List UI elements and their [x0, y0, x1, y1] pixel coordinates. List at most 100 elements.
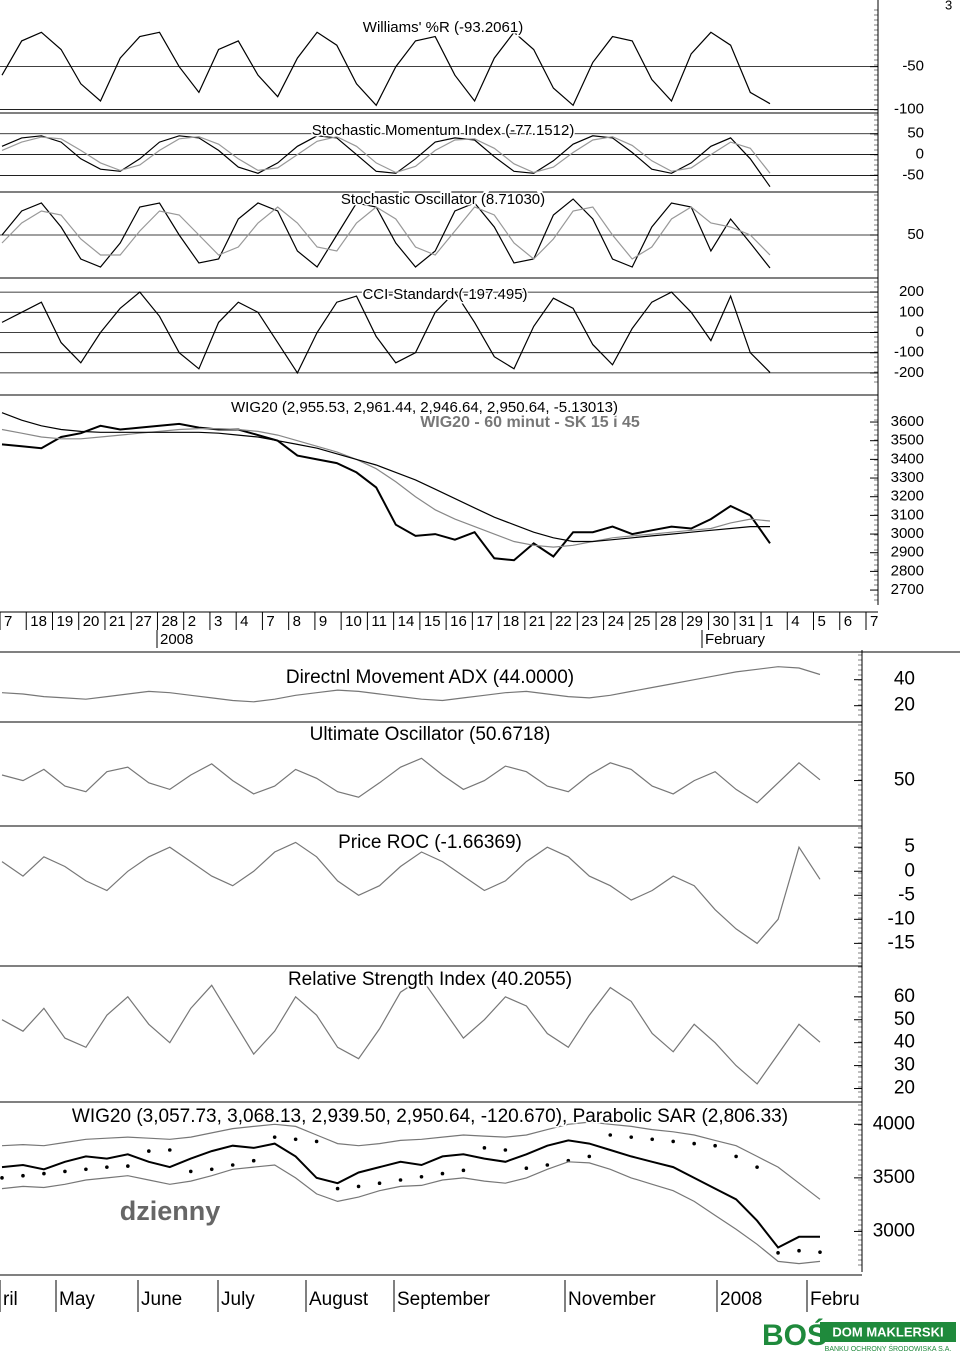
sar-dot [650, 1137, 655, 1142]
panel-title: Stochastic Oscillator (8.71030) [341, 191, 545, 208]
x-tick-label: 28 [161, 613, 178, 630]
sar-dot [0, 1176, 4, 1180]
sar-dot [377, 1181, 382, 1186]
y-tick-label: 3500 [891, 432, 924, 449]
x-tick-label: May [59, 1289, 95, 1310]
x-tick-label: 7 [4, 613, 12, 630]
sar-dot [42, 1171, 46, 1176]
y-tick-label: -15 [888, 932, 915, 953]
x-tick-label: 20 [83, 613, 100, 630]
sar-dot [314, 1139, 319, 1144]
sar-dot [545, 1163, 550, 1167]
x-tick-label: 18 [30, 613, 47, 630]
y-tick-label: 60 [894, 986, 915, 1007]
y-tick-label: 50 [894, 770, 915, 791]
panel-title: Ultimate Oscillator (50.6718) [310, 724, 551, 745]
y-tick-label: 0 [916, 323, 924, 340]
sar-dot [63, 1169, 67, 1174]
series-line [1, 841, 821, 945]
y-tick-label: 3300 [891, 469, 924, 486]
x-tick-label: 6 [844, 613, 852, 630]
sar-dot [21, 1173, 25, 1178]
x-tick-label: 18 [503, 613, 520, 630]
sar-dot [608, 1133, 613, 1137]
y-tick-label: 50 [894, 1009, 915, 1030]
y-tick-label: 20 [894, 1078, 915, 1099]
page-number: 3 [945, 0, 952, 12]
series-line [1, 977, 821, 1085]
sar-dot [818, 1250, 822, 1254]
panel-title: Williams' %R (-93.2061) [363, 19, 523, 36]
y-tick-label: -50 [902, 166, 924, 183]
y-tick-label: 100 [899, 303, 924, 320]
logo: BOŚ DOM MAKLERSKI BANKU OCHRONY ŚRODOWIS… [762, 1318, 956, 1353]
y-tick-label: 50 [907, 226, 924, 243]
sar-dot [188, 1169, 193, 1174]
sar-dot [440, 1171, 445, 1176]
panel-title: Price ROC (-1.66369) [338, 832, 522, 853]
sar-dot [356, 1184, 361, 1189]
x-tick-label: 1 [765, 613, 773, 630]
sar-dot [335, 1186, 340, 1191]
x-tick-label: November [568, 1289, 656, 1310]
x-tick-label: 21 [109, 613, 126, 630]
daily-label: dzienny [120, 1196, 221, 1226]
y-tick-label: 40 [894, 1032, 915, 1053]
sar-dot [147, 1149, 151, 1153]
y-tick-label: 3600 [891, 413, 924, 430]
sar-dot [209, 1167, 214, 1172]
series-line [1, 1161, 821, 1265]
intraday-title: WIG20 - 60 minut - SK 15 i 45 [420, 414, 640, 431]
x-tick-label: September [397, 1289, 491, 1310]
series-line [1, 206, 771, 260]
x-tick-label: 4 [240, 613, 248, 630]
x-tick-label: 9 [319, 613, 327, 630]
logo-subtitle: BANKU OCHRONY ŚRODOWISKA S.A. [825, 1344, 952, 1353]
y-tick-label: 3100 [891, 506, 924, 523]
sar-dot [272, 1135, 277, 1139]
x-tick-label: August [309, 1289, 369, 1310]
series-line [1, 136, 771, 174]
panel-title: Stochastic Momentum Index (-77.1512) [312, 122, 575, 139]
x-tick-label: 2008 [720, 1289, 762, 1310]
sar-dot [671, 1139, 675, 1144]
x-tick-label: 30 [713, 613, 730, 630]
x-tick-label: 27 [135, 613, 152, 630]
panel-title: Relative Strength Index (40.2055) [288, 969, 572, 990]
y-tick-label: 2700 [891, 581, 924, 598]
sar-dot [84, 1167, 88, 1172]
x-tick-label: Febru [810, 1289, 860, 1310]
series-line [1, 31, 771, 107]
panel-title: CCI-Standard (-197.495) [362, 286, 527, 303]
series-line [1, 198, 771, 269]
panel-title: WIG20 (3,057.73, 3,068.13, 2,939.50, 2,9… [72, 1106, 788, 1127]
panel-title: Directnl Movement ADX (44.0000) [286, 667, 574, 688]
sar-dot [629, 1135, 634, 1139]
x-tick-label: 23 [581, 613, 598, 630]
sar-dot [419, 1174, 424, 1179]
x-tick-label: 28 [660, 613, 677, 630]
series-line [1, 412, 770, 543]
sar-dot [461, 1168, 466, 1173]
y-tick-label: -50 [902, 58, 924, 75]
sar-dot [251, 1158, 256, 1163]
y-tick-label: 3200 [891, 488, 924, 505]
y-tick-label: 3400 [891, 450, 924, 467]
x-tick-label: 10 [345, 613, 362, 630]
y-tick-label: 3000 [891, 525, 924, 542]
y-tick-label: 2800 [891, 562, 924, 579]
sar-dot [126, 1164, 130, 1168]
x-tick-label: 14 [398, 613, 415, 630]
y-tick-label: 20 [894, 695, 915, 716]
sar-dot [524, 1166, 529, 1171]
x-tick-label: ril [3, 1289, 18, 1310]
series-line [1, 757, 821, 804]
y-tick-label: 5 [904, 836, 915, 857]
y-tick-label: -5 [898, 884, 915, 905]
x-tick-label: 4 [791, 613, 799, 630]
x-tick-label: 3 [214, 613, 222, 630]
sar-dot [503, 1148, 508, 1152]
panel-title: WIG20 (2,955.53, 2,961.44, 2,946.64, 2,9… [231, 399, 618, 416]
y-tick-label: 50 [907, 125, 924, 142]
